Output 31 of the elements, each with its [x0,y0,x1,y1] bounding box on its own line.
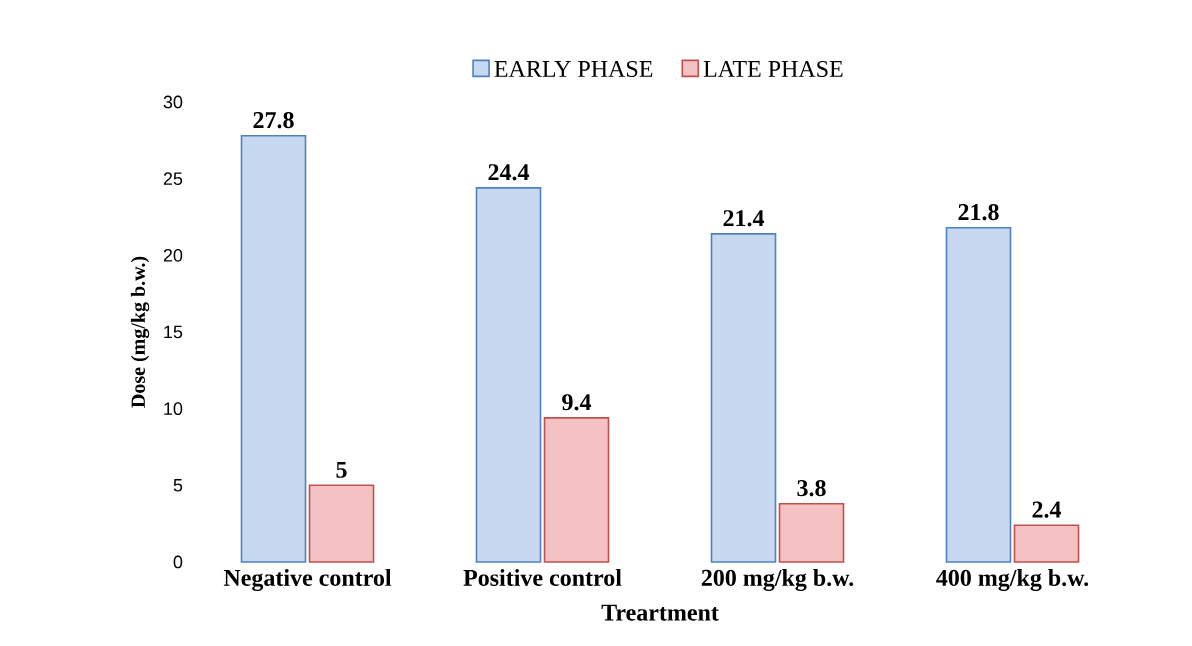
x-tick-label: 400 mg/kg b.w. [936,569,1089,591]
data-label: 21.4 [723,210,765,227]
y-tick-label: 5 [173,479,183,492]
data-label: 2.4 [1032,501,1062,518]
data-label: 5 [336,461,347,478]
bar [945,226,1012,563]
x-axis-title: Treartment [601,604,719,621]
bar [240,134,307,563]
y-tick-label: 30 [163,95,183,109]
y-tick-label: 0 [173,555,183,569]
data-label: 24.4 [488,164,530,181]
data-label: 21.8 [958,203,999,221]
x-tick-label: 200 mg/kg b.w. [701,569,854,591]
y-tick-label: 15 [164,325,183,339]
bar [710,233,777,563]
x-tick-label: Positive control [463,569,622,586]
bar [543,417,610,563]
x-tick-label: Negative control [223,569,392,591]
y-tick-label: 20 [163,248,183,262]
y-tick-label: 25 [163,172,183,186]
bar [308,484,375,563]
data-label: 9.4 [562,394,592,411]
bar [475,187,542,563]
bar [1013,524,1080,563]
bar [778,502,845,563]
legend-label: LATE PHASE [703,60,843,78]
y-tick-label: 10 [164,402,183,416]
data-label: 3.8 [797,479,826,497]
legend-label: EARLY PHASE [494,60,653,78]
data-label: 27.8 [253,111,294,129]
y-axis-title: Dose (mg/kg b.w.) [130,256,150,408]
